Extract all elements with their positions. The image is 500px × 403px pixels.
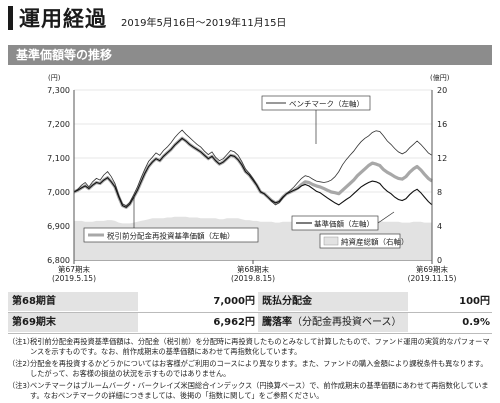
summary-value: 7,000円 — [213, 296, 255, 307]
footnote-text: 税引前分配金再投資基準価額は、分配金（税引前）を分配時に再投資したものとみなして… — [30, 337, 490, 356]
footnote-text: 分配金を再投資するかどうかについてはお客様がご利用のコースにより異なります。また… — [30, 359, 488, 378]
x-tick-label: 第69期末 — [416, 264, 449, 274]
legend-net-assets-label: 純資産総額（右軸） — [341, 237, 409, 247]
right-tick-label: 4 — [437, 222, 442, 231]
footnote-tag: （注2） — [8, 359, 35, 368]
summary-row: 第69期末 6,962円 騰落率（分配金再投資ベース） 0.9% — [8, 313, 492, 334]
left-tick-label: 6,900 — [47, 222, 70, 231]
summary-label-2: 既払分配金 — [258, 292, 408, 311]
left-tick-label: 7,200 — [47, 120, 70, 129]
summary-row: 第68期首 7,000円 既払分配金 100円 — [8, 292, 492, 313]
right-tick-label: 0 — [437, 256, 442, 265]
footnote-text: ベンチマークはブルームバーグ・バークレイズ米国総合インデックス（円換算ベース）で… — [30, 381, 489, 400]
x-tick-label: 第67期末 — [58, 264, 91, 274]
legend-benchmark-label: ベンチマーク（左軸） — [289, 99, 364, 109]
left-tick-label: 7,100 — [47, 154, 70, 163]
legend-reinvest-label: 税引前分配金再投資基準価額（左軸） — [107, 231, 235, 241]
legend-net-assets-swatch — [323, 236, 339, 246]
x-tick-label: 第68期末 — [237, 264, 270, 274]
right-tick-label: 8 — [437, 188, 442, 197]
chart-axes: 7,300 7,200 7,100 7,000 6,900 6,800 20 16 12 8 4 0 (… — [47, 73, 456, 283]
reinvest-nav-line — [73, 136, 433, 209]
chart-lines — [73, 129, 433, 209]
summary-label-2-text: 騰落率 — [262, 317, 292, 328]
footnote: （注1） 税引前分配金再投資基準価額は、分配金（税引前）を分配時に再投資したものと… — [8, 337, 494, 357]
summary-label-2: 騰落率（分配金再投資ベース） — [258, 313, 408, 332]
chart-legend: ベンチマーク（左軸） 税引前分配金再投資基準価額（左軸） 基準価額（左軸） 純資産総額… — [83, 95, 409, 249]
summary-label-2-text: 既払分配金 — [262, 296, 312, 307]
footnote-tag: （注1） — [8, 337, 35, 346]
nav-line — [73, 137, 433, 208]
summary-value-2: 100円 — [459, 296, 490, 307]
summary-value: 6,962円 — [213, 317, 255, 328]
title-accent-bar — [8, 6, 13, 30]
footnote: （注3） ベンチマークはブルームバーグ・バークレイズ米国総合インデックス（円換算ベ… — [8, 381, 494, 401]
left-tick-label: 7,300 — [47, 86, 70, 95]
right-tick-label: 12 — [437, 154, 447, 163]
summary-label: 第69期末 — [8, 313, 138, 332]
summary-value-2: 0.9% — [462, 317, 490, 328]
summary-label: 第68期首 — [8, 292, 138, 311]
nav-chart: 7,300 7,200 7,100 7,000 6,900 6,800 20 16 12 8 4 0 (… — [0, 66, 500, 290]
right-axis-unit: (億円) — [430, 73, 450, 82]
x-tick-date: (2019.5.15) — [52, 274, 96, 283]
summary-table: 第68期首 7,000円 既払分配金 100円 第69期末 6,962円 騰落率… — [8, 292, 492, 334]
x-tick-date: (2019.11.15) — [408, 274, 457, 283]
left-tick-label: 6,800 — [47, 256, 70, 265]
legend-reinvest-box — [83, 227, 259, 243]
left-axis-unit: (円) — [48, 74, 61, 82]
summary-label-2-sub: （分配金再投資ベース） — [292, 317, 402, 328]
footnote: （注2） 分配金を再投資するかどうかについてはお客様がご利用のコースにより異なりま… — [8, 359, 494, 379]
right-tick-label: 20 — [437, 86, 447, 95]
section-title: 基準価額等の推移 — [8, 45, 492, 65]
legend-net-assets-box — [319, 233, 401, 249]
footnotes: （注1） 税引前分配金再投資基準価額は、分配金（税引前）を分配時に再投資したものと… — [8, 337, 494, 403]
page-period: 2019年5月16日～2019年11月15日 — [121, 17, 287, 29]
footnote-tag: （注3） — [8, 381, 35, 390]
page-header: 運用経過 2019年5月16日～2019年11月15日 — [8, 4, 286, 32]
nav-chart-svg: 7,300 7,200 7,100 7,000 6,900 6,800 20 16 12 8 4 0 (… — [47, 73, 456, 283]
legend-nav-label: 基準価額（左軸） — [314, 219, 374, 229]
x-tick-date: (2019.8.15) — [231, 274, 275, 283]
page-title: 運用経過 — [19, 7, 107, 31]
legend-nav-pointer — [377, 211, 395, 224]
left-tick-label: 7,000 — [47, 188, 70, 197]
benchmark-line — [73, 129, 433, 207]
right-tick-label: 16 — [437, 120, 447, 129]
